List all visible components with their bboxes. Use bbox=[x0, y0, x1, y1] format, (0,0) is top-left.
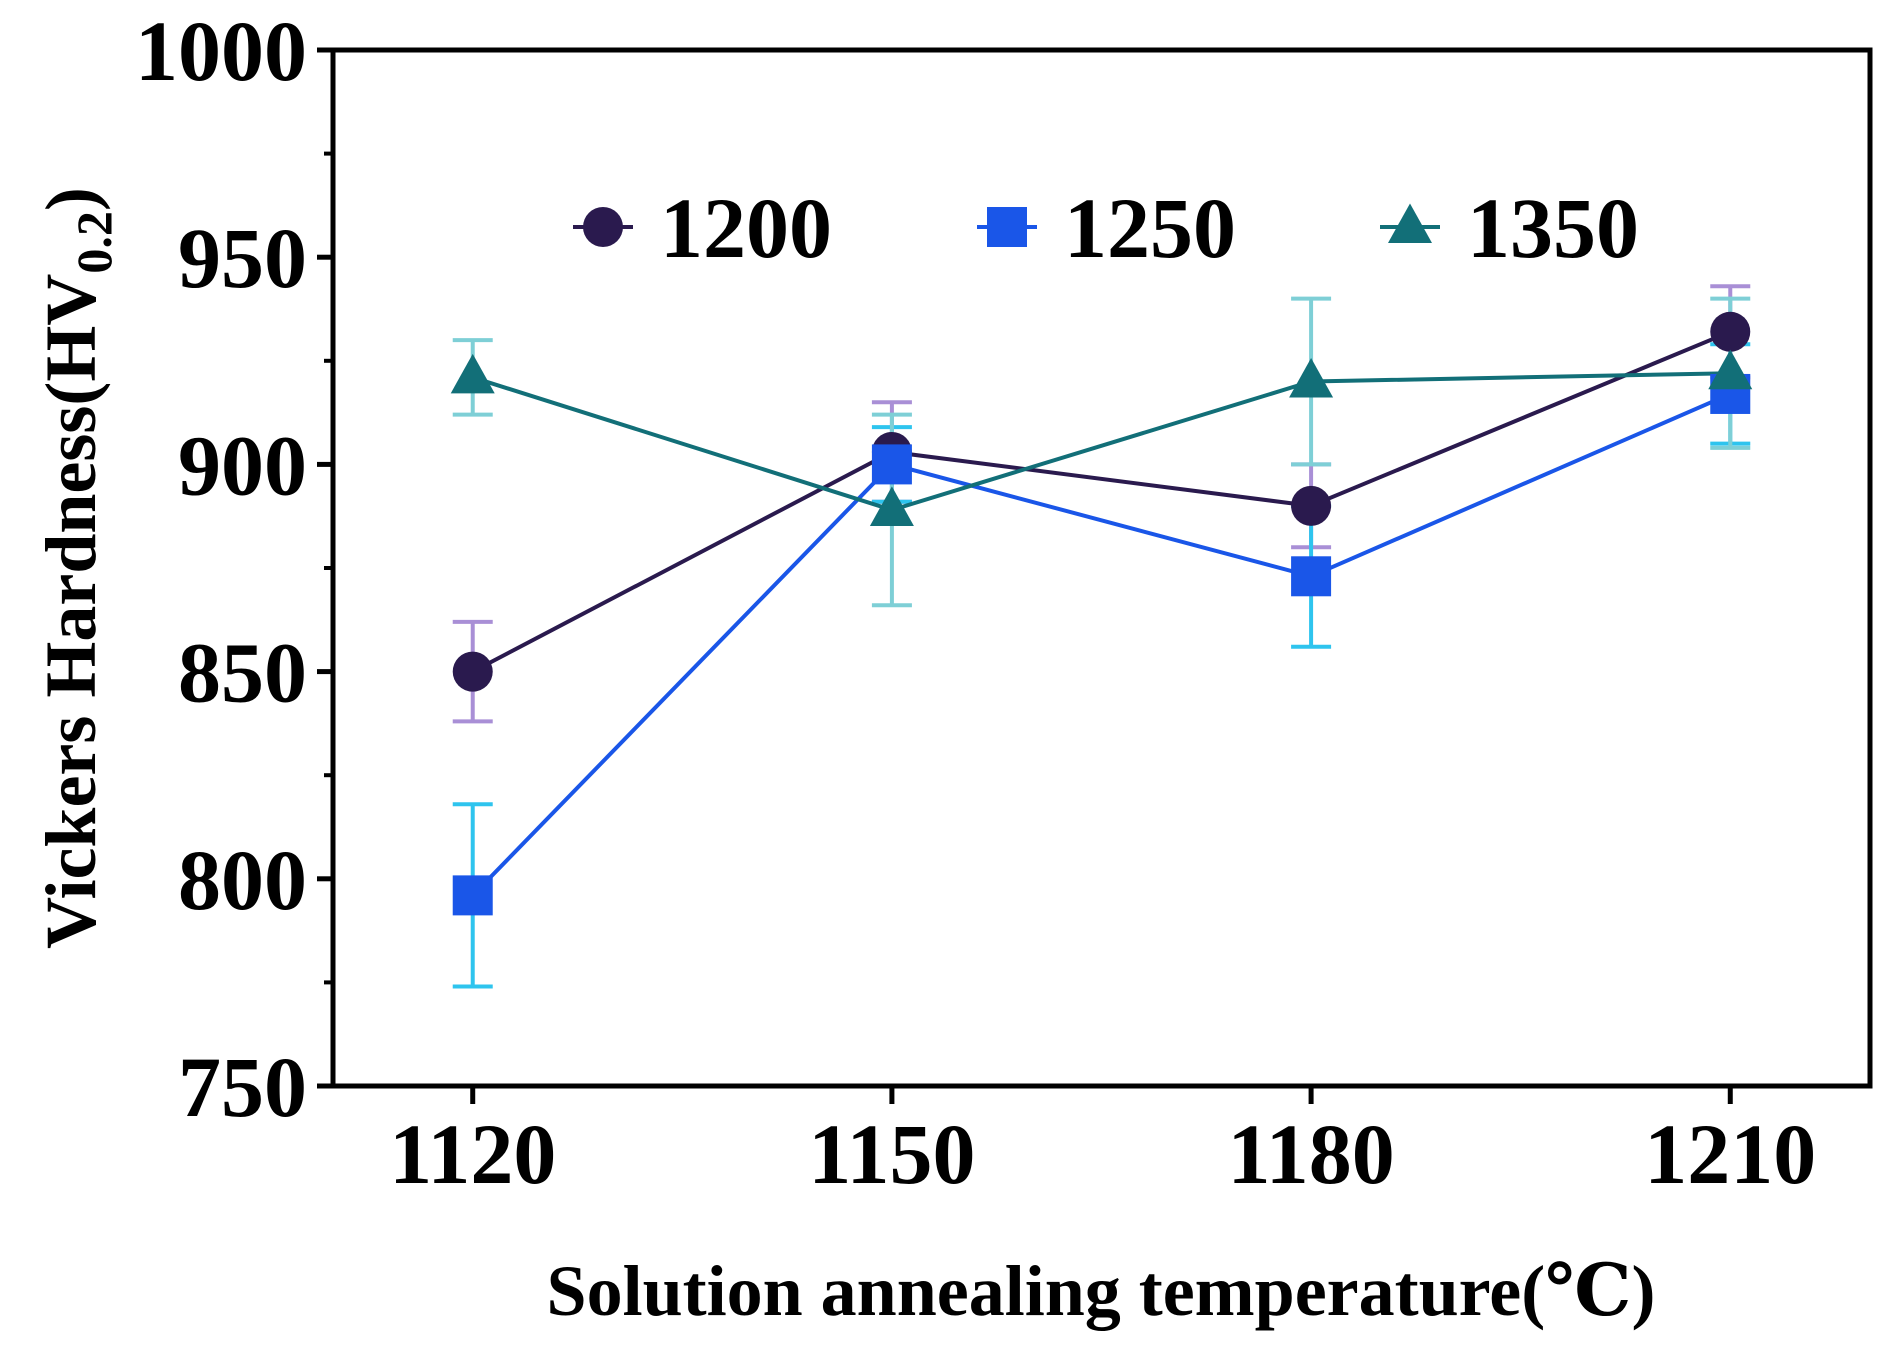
y-axis-ticks bbox=[317, 47, 333, 1089]
x-tick-label: 1120 bbox=[389, 1106, 556, 1202]
line-series-1350 bbox=[472, 371, 1731, 513]
errorbars-series-1350 bbox=[452, 296, 1751, 608]
y-axis-title-subscript: 0.2 bbox=[66, 211, 122, 274]
errorbars-series-1250 bbox=[452, 342, 1751, 989]
y-tick-labels: 750 800 850 900 950 1000 bbox=[135, 3, 307, 1135]
data-point bbox=[871, 444, 912, 485]
legend-item-1350: 1350 bbox=[1380, 180, 1639, 276]
data-point bbox=[1289, 357, 1334, 398]
x-tick-label: 1180 bbox=[1227, 1106, 1394, 1202]
errorbars-series-1200 bbox=[452, 284, 1751, 724]
y-tick-label: 950 bbox=[178, 210, 307, 306]
y-tick-label: 850 bbox=[178, 625, 307, 721]
data-point bbox=[450, 353, 495, 394]
legend-marker bbox=[987, 207, 1027, 247]
data-point bbox=[452, 651, 493, 692]
x-axis-ticks bbox=[470, 1086, 1733, 1104]
legend-marker bbox=[583, 207, 623, 247]
data-point bbox=[1291, 556, 1332, 597]
data-point bbox=[1710, 311, 1751, 352]
data-point bbox=[869, 486, 914, 526]
x-tick-label: 1210 bbox=[1644, 1106, 1816, 1202]
legend: 1200 1250 1350 bbox=[573, 180, 1639, 276]
line-series-1200 bbox=[471, 329, 1732, 674]
legend-item-1250: 1250 bbox=[977, 180, 1236, 276]
y-axis-title: Vickers Hardness(HV0.2) bbox=[31, 187, 122, 949]
y-tick-label: 1000 bbox=[135, 3, 307, 99]
y-tick-label: 800 bbox=[178, 832, 307, 928]
x-tick-label: 1150 bbox=[808, 1106, 975, 1202]
legend-label: 1350 bbox=[1467, 180, 1639, 276]
data-point bbox=[1708, 349, 1753, 390]
markers-series-1350 bbox=[450, 349, 1753, 526]
line-series-1250 bbox=[471, 392, 1732, 897]
legend-marker bbox=[1388, 203, 1432, 243]
y-axis-title-close: ) bbox=[31, 187, 111, 211]
markers-series-1250 bbox=[452, 373, 1751, 916]
markers-series-1200 bbox=[452, 311, 1751, 692]
x-tick-labels: 1120 1150 1180 1210 bbox=[389, 1106, 1816, 1202]
data-point bbox=[1291, 485, 1332, 526]
legend-label: 1200 bbox=[660, 180, 832, 276]
series-layer bbox=[450, 284, 1753, 989]
data-point bbox=[452, 875, 493, 916]
legend-label: 1250 bbox=[1064, 180, 1236, 276]
y-axis-title-main: Vickers Hardness(HV bbox=[31, 274, 111, 949]
y-tick-label: 750 bbox=[178, 1039, 307, 1135]
legend-item-1200: 1200 bbox=[573, 180, 832, 276]
y-tick-label: 900 bbox=[178, 417, 307, 513]
x-axis-title: Solution annealing temperature(℃) bbox=[547, 1251, 1656, 1331]
